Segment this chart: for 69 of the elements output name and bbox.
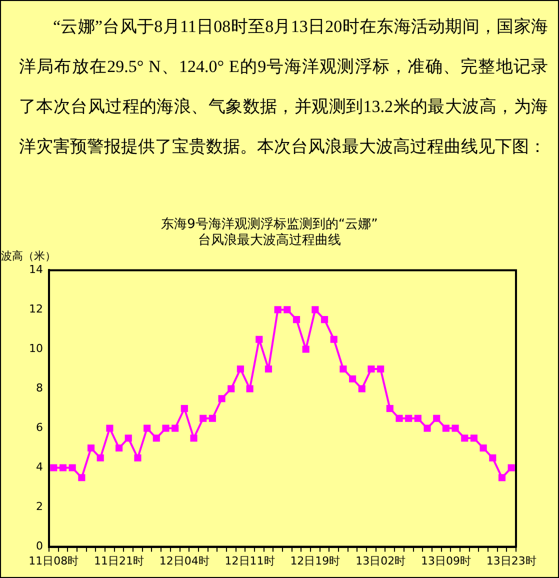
y-tick-label: 10 — [28, 342, 43, 356]
x-tick-label: 11日21时 — [94, 554, 144, 568]
text: “云娜”台风于8月11日08时至8月13日20时在东海活动期间，国家海洋局布放在29.5° N、124.0° E的9号海洋观测浮标，准确、完整地记录了本次台风过程的海浪、气象数据，并观测到13.2米的最大波高，为海洋灾害预警报提供了宝贵数据。本次台风浪最大波高过程曲线见下图： — [19, 17, 548, 156]
point — [470, 434, 478, 442]
point — [442, 424, 450, 432]
point — [162, 424, 170, 432]
point — [292, 316, 300, 324]
y-tick-label: 6 — [36, 421, 43, 434]
point — [349, 375, 356, 382]
x-tick-label: 13日09时 — [420, 554, 471, 568]
x-tick-label: 12日19时 — [290, 554, 340, 568]
point — [433, 414, 440, 422]
point — [246, 385, 254, 392]
point — [508, 464, 515, 472]
x-tick-label: 13日02时 — [356, 554, 406, 568]
point — [106, 424, 114, 432]
y-tick-label: 12 — [28, 302, 43, 316]
point — [152, 434, 160, 442]
point — [386, 404, 394, 412]
point — [236, 365, 244, 373]
y-tick-label: 2 — [36, 500, 43, 514]
point — [302, 346, 310, 353]
point — [190, 434, 198, 442]
point — [340, 365, 347, 373]
chart-title: 东海9号海洋观测浮标监测到的“云娜” 台风浪最大波高过程曲线 — [161, 217, 378, 248]
point — [116, 444, 123, 452]
point — [424, 424, 431, 432]
point — [368, 365, 375, 373]
point — [256, 336, 263, 343]
point — [144, 424, 151, 432]
point — [498, 474, 506, 482]
point — [377, 365, 384, 373]
point — [218, 395, 226, 402]
x-tick-label: 13日23时 — [486, 554, 536, 568]
point — [461, 434, 468, 442]
point — [172, 424, 179, 432]
y-tick-label: 4 — [36, 460, 43, 474]
y-tick-label: 0 — [36, 540, 43, 553]
x-tick-label: 11日08时 — [28, 554, 79, 568]
point — [208, 414, 216, 422]
point — [68, 464, 76, 472]
point — [330, 336, 338, 343]
point — [59, 464, 67, 472]
point — [78, 474, 86, 482]
point — [264, 365, 272, 373]
x-tick-label: 12日11时 — [224, 554, 275, 568]
point — [274, 306, 282, 314]
point — [414, 414, 422, 422]
point — [480, 444, 487, 452]
point — [452, 424, 459, 432]
x-tick-label: 12日04时 — [159, 554, 210, 568]
y-tick-label: 14 — [28, 263, 43, 276]
y-tick-label: 8 — [36, 382, 43, 395]
y-axis-title: 波高（米） — [0, 250, 56, 263]
point — [228, 385, 235, 392]
point — [180, 404, 188, 412]
point — [96, 454, 104, 462]
point — [489, 454, 496, 462]
point — [134, 454, 142, 462]
point — [50, 464, 58, 472]
point — [320, 316, 328, 324]
point — [284, 306, 291, 314]
point — [200, 414, 207, 422]
point — [124, 434, 132, 442]
point — [405, 414, 412, 422]
point — [358, 385, 366, 392]
point — [312, 306, 319, 314]
point — [87, 444, 95, 452]
point — [396, 414, 403, 422]
